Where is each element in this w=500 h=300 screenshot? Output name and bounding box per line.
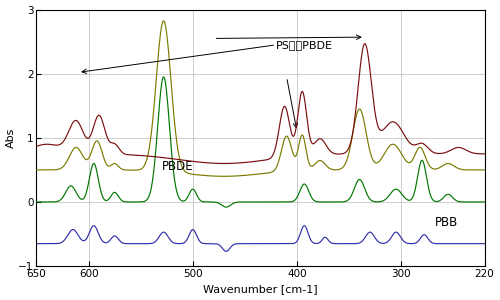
Text: PBDE: PBDE [162, 160, 193, 172]
Text: PBB: PBB [434, 216, 458, 229]
Y-axis label: Abs: Abs [6, 128, 16, 148]
X-axis label: Wavenumber [cm-1]: Wavenumber [cm-1] [203, 284, 318, 294]
Text: PS中のPBDE: PS中のPBDE [276, 40, 333, 50]
